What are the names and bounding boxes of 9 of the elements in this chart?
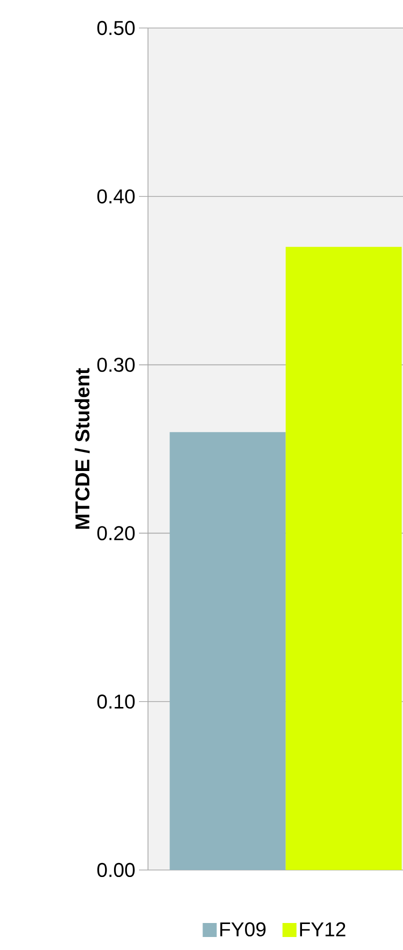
legend-label: FY09 [220, 922, 266, 936]
y-tick-label: 0.50 [97, 20, 135, 36]
y-tick-label: 0.40 [97, 189, 135, 204]
legend-label: FY12 [300, 922, 346, 936]
y-axis-title: MTCDE / Student [74, 368, 90, 529]
y-tick-label: 0.30 [97, 358, 135, 372]
y-tick-label: 0.00 [97, 862, 135, 878]
y-tick-label: 0.10 [97, 694, 135, 709]
y-tick-label: 0.20 [97, 526, 135, 540]
